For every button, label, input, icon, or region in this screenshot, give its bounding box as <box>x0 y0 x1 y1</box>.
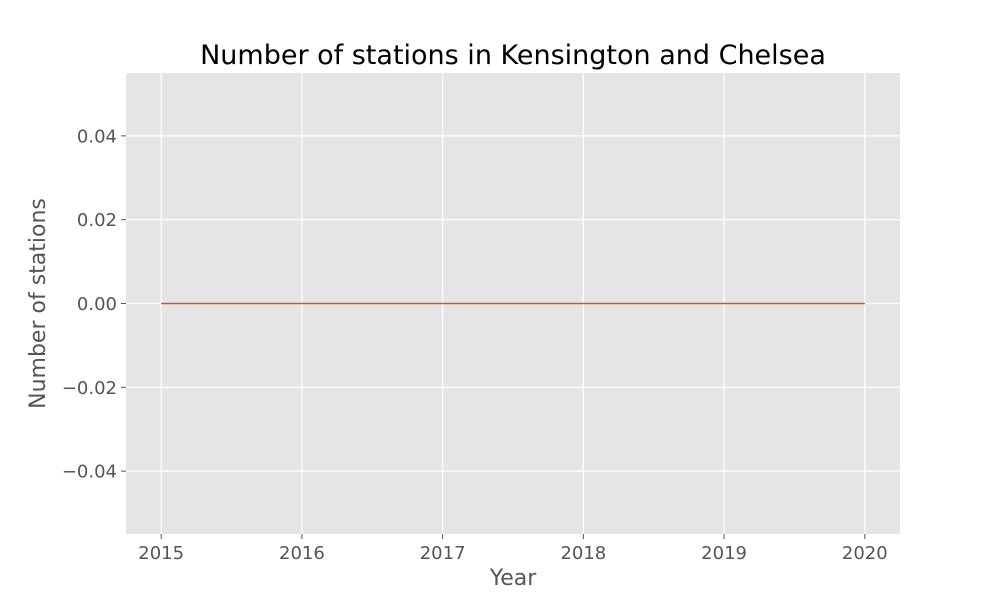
x-tick-label: 2020 <box>842 543 888 564</box>
x-tick-label: 2015 <box>138 543 184 564</box>
chart-title: Number of stations in Kensington and Che… <box>200 40 826 71</box>
y-tick-label: −0.04 <box>62 462 117 483</box>
x-tick-label: 2016 <box>279 543 325 564</box>
y-tick-label: −0.02 <box>62 378 117 399</box>
axis-ticks: 2015 2016 2017 2018 2019 2020 −0.04 −0.02 0.00 0.… <box>62 126 888 564</box>
y-tick-label: 0.02 <box>77 210 117 231</box>
y-tick-label: 0.00 <box>77 294 117 315</box>
x-axis-label: Year <box>489 566 538 591</box>
x-tick-label: 2019 <box>701 543 747 564</box>
y-axis-label: Number of stations <box>26 198 51 409</box>
x-tick-label: 2018 <box>560 543 606 564</box>
y-tick-label: 0.04 <box>77 126 117 147</box>
x-tick-label: 2017 <box>420 543 466 564</box>
